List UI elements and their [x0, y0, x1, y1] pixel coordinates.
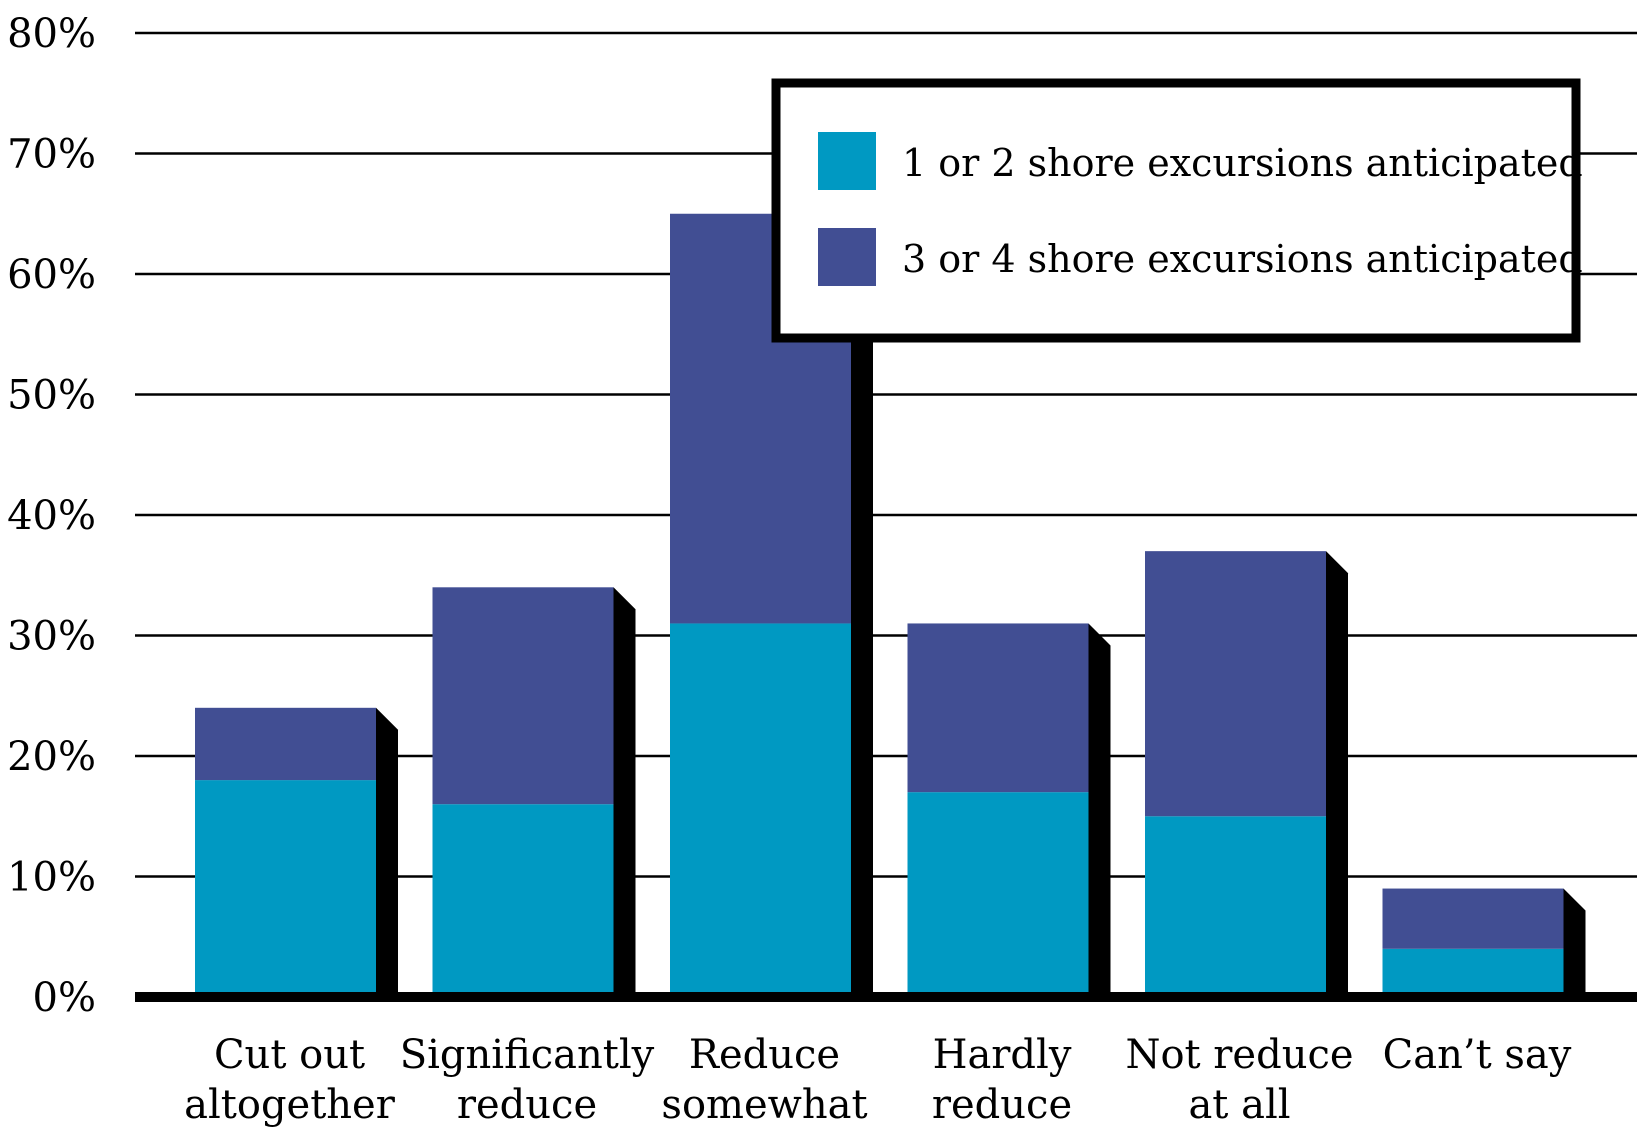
bar-shadow: [1088, 623, 1111, 997]
y-tick-label: 80%: [7, 11, 96, 57]
x-category-label: Reduce somewhat: [661, 1032, 867, 1127]
y-tick-label: 70%: [7, 132, 96, 178]
legend-label: 3 or 4 shore excursions anticipated: [902, 237, 1583, 281]
bar-shadow: [1326, 551, 1348, 997]
y-tick-label: 30%: [7, 614, 96, 660]
legend: 1 or 2 shore excursions anticipated 3 or …: [771, 78, 1583, 343]
y-axis-ticks: 0% 10% 20% 30% 40% 50% 60% 70% 80%: [7, 11, 96, 1021]
bar-segment-3-or-4: [1145, 551, 1326, 817]
bars: [195, 213, 1586, 997]
legend-box: [771, 78, 1581, 343]
bar-segment-3-or-4: [432, 587, 614, 805]
y-tick-label: 40%: [7, 493, 96, 539]
y-tick-label: 0%: [33, 975, 96, 1021]
bar-shadow: [376, 707, 398, 997]
y-tick-label: 60%: [7, 252, 96, 298]
bar-segment-3-or-4: [195, 707, 376, 781]
bar-segment-1-or-2: [195, 780, 376, 997]
y-tick-label: 20%: [7, 734, 96, 780]
legend-swatch: [818, 132, 876, 190]
x-category-label: Can’t say: [1383, 1032, 1572, 1078]
legend-label: 1 or 2 shore excursions anticipated: [902, 141, 1583, 185]
bar-segment-1-or-2: [1382, 948, 1564, 997]
y-tick-label: 10%: [7, 855, 96, 901]
x-category-label: Cut out altogether: [184, 1032, 396, 1127]
bar-shadow: [613, 587, 636, 997]
x-category-label: Hardly reduce: [932, 1032, 1072, 1127]
bar-shadow: [851, 213, 873, 997]
legend-swatch: [818, 228, 876, 286]
y-tick-label: 50%: [7, 373, 96, 419]
bar-segment-1-or-2: [670, 623, 851, 997]
bar-segment-1-or-2: [1145, 816, 1326, 997]
bar-segment-1-or-2: [907, 792, 1089, 997]
bar-shadow: [1563, 888, 1586, 997]
x-category-label: Significantly reduce: [400, 1032, 655, 1127]
x-category-label: Not reduce at all: [1125, 1032, 1353, 1127]
bar-segment-1-or-2: [432, 804, 614, 997]
bar-segment-3-or-4: [1382, 888, 1564, 949]
bar-segment-3-or-4: [907, 623, 1089, 793]
